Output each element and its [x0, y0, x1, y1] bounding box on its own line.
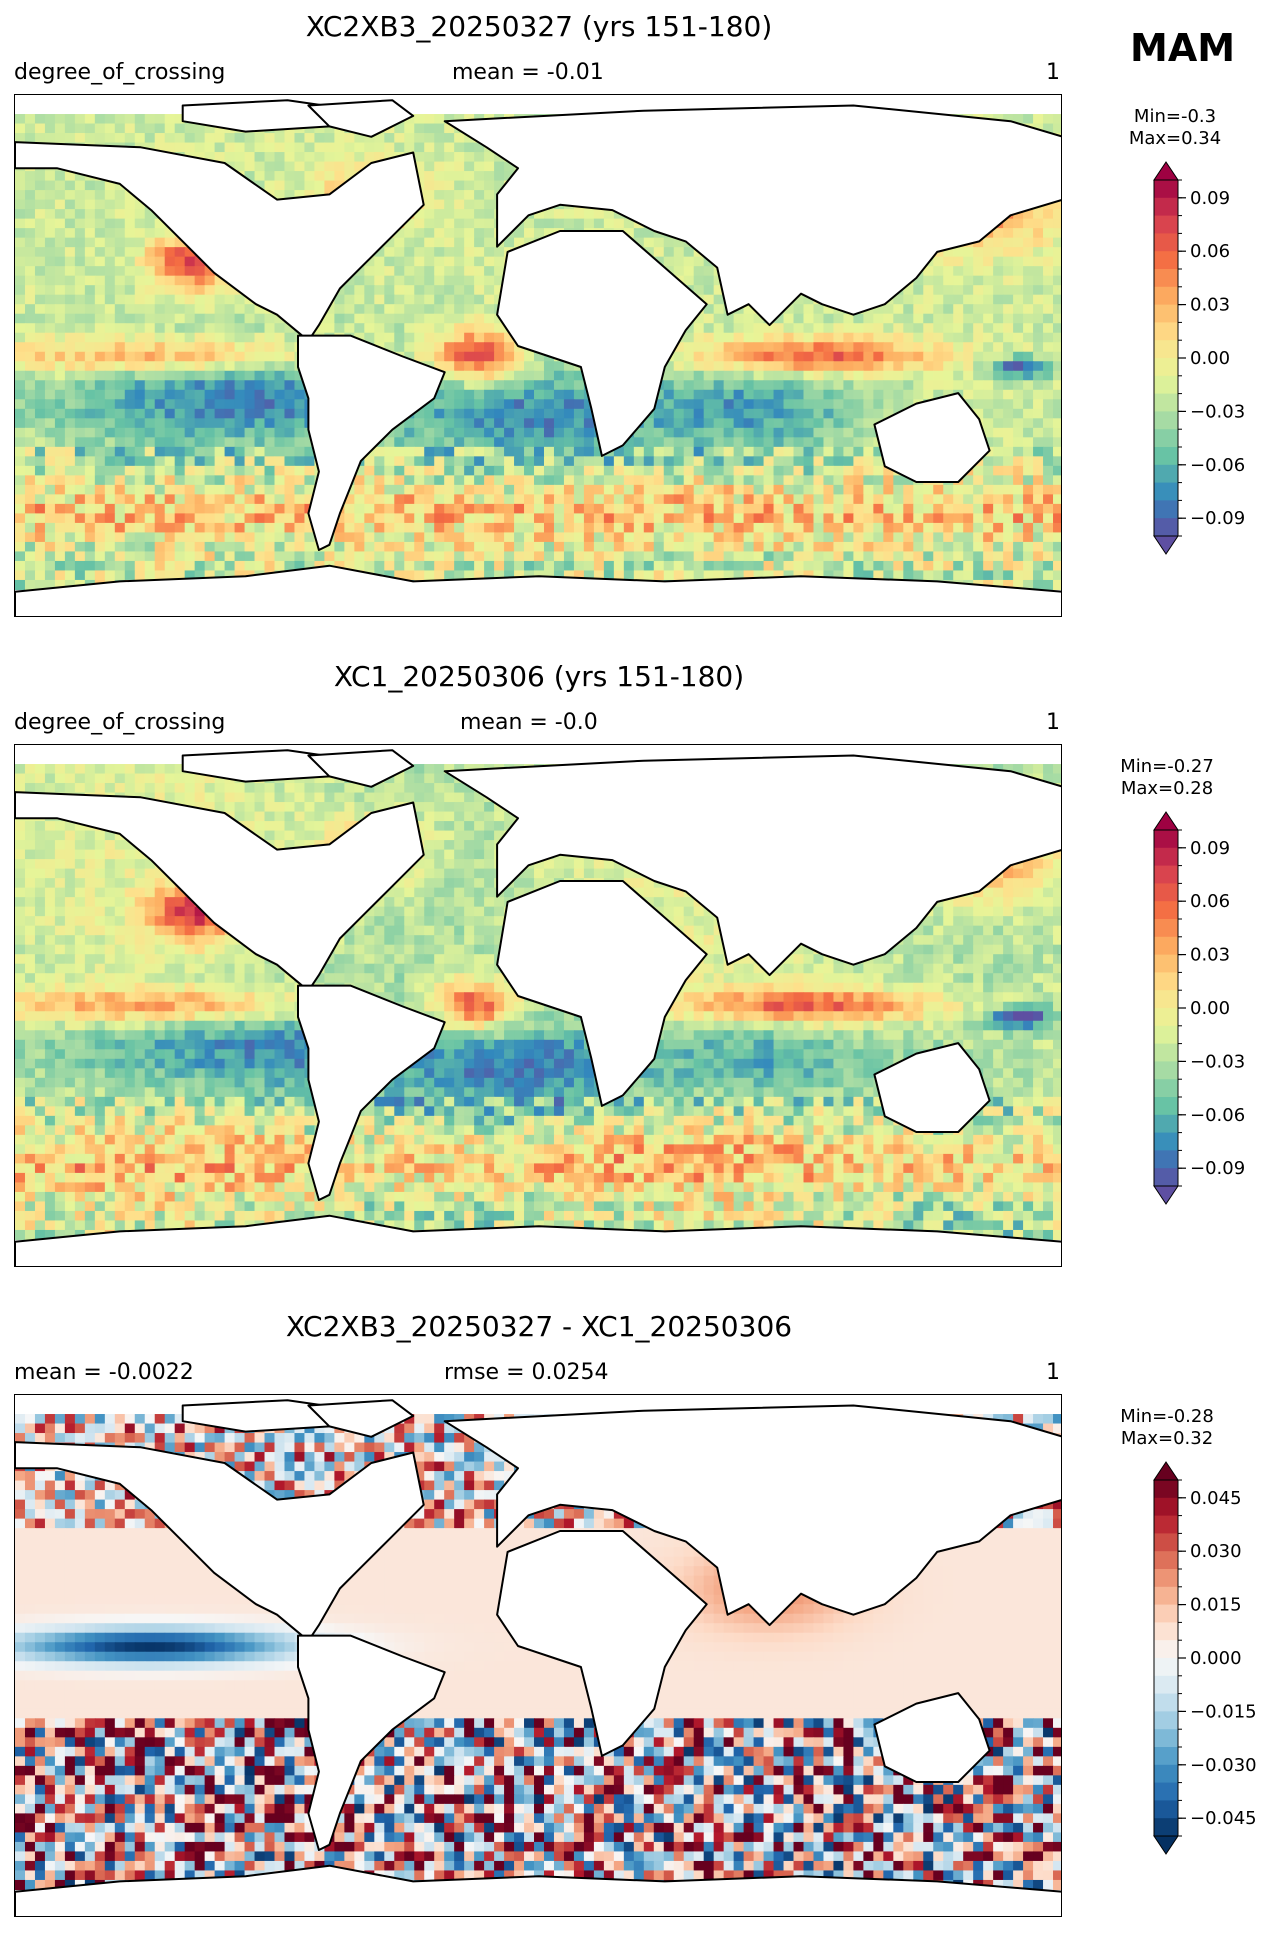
colorbar-tick-label: −0.09: [1190, 1158, 1245, 1179]
colorbar-tick-label: 0.03: [1190, 945, 1230, 966]
colorbar-tick-label: 0.00: [1190, 998, 1230, 1019]
colorbar-tick-label: 0.045: [1190, 1488, 1242, 1509]
season-label: MAM: [1130, 26, 1236, 70]
panel-2-right-label: 1: [1046, 710, 1060, 735]
panel-1-mean-label: mean = -0.01: [452, 60, 604, 85]
panel-3-rmse-label: rmse = 0.0254: [444, 1360, 609, 1385]
panel-2-mean-label: mean = -0.0: [460, 710, 598, 735]
colorbar-tick-label: 0.06: [1190, 891, 1230, 912]
panel-2-title: XC1_20250306 (yrs 151-180): [333, 660, 745, 693]
panel-2-min-max: Min=-0.27 Max=0.28: [1102, 756, 1232, 800]
colorbar-tick-label: 0.09: [1190, 838, 1230, 859]
colorbar-tick-label: −0.06: [1190, 455, 1245, 476]
panel-1-right-label: 1: [1046, 60, 1060, 85]
panel-2-variable-label: degree_of_crossing: [14, 710, 226, 735]
colorbar-tick-label: 0.00: [1190, 348, 1230, 369]
panel-2-map: [14, 744, 1062, 1267]
coastlines: [15, 99, 1061, 616]
panel-2-max: Max=0.28: [1120, 778, 1214, 799]
colorbar-tick-label: 0.03: [1190, 295, 1230, 316]
panel-1-title: XC2XB3_20250327 (yrs 151-180): [305, 10, 773, 43]
panel-3-title: XC2XB3_20250327 - XC1_20250306: [285, 1310, 793, 1343]
colorbar-tick-label: −0.015: [1190, 1701, 1257, 1722]
panel-1-map: [14, 94, 1062, 617]
colorbar-tick-label: −0.045: [1190, 1808, 1257, 1829]
colorbar-tick-label: −0.03: [1190, 1051, 1245, 1072]
panel-2-min: Min=-0.27: [1120, 756, 1214, 777]
coastlines: [15, 1399, 1061, 1916]
panel-3-mean-label: mean = -0.0022: [14, 1360, 194, 1385]
coastlines: [15, 749, 1061, 1266]
panel-1-variable-label: degree_of_crossing: [14, 60, 226, 85]
panel-1-max: Max=0.34: [1128, 128, 1222, 149]
panel-3-colorbar: 0.045 0.030 0.015 0.000 −0.015 −0.030 −0.045: [1150, 1458, 1280, 1862]
panel-3-map: [14, 1394, 1062, 1917]
panel-1-min-max: Min=-0.3 Max=0.34: [1110, 106, 1240, 150]
panel-3-max: Max=0.32: [1120, 1428, 1214, 1449]
colorbar-tick-label: 0.06: [1190, 241, 1230, 262]
colorbar-tick-label: 0.030: [1190, 1541, 1242, 1562]
panel-3-field: [15, 1399, 1061, 1916]
colorbar-tick-label: −0.03: [1190, 401, 1245, 422]
colorbar-tick-label: 0.015: [1190, 1595, 1242, 1616]
colorbar-tick-label: −0.06: [1190, 1105, 1245, 1126]
panel-1-colorbar: 0.09 0.06 0.03 0.00 −0.03 −0.06 −0.09: [1150, 158, 1280, 562]
panel-1-min: Min=-0.3: [1133, 106, 1217, 127]
panel-2-field: [15, 749, 1061, 1266]
panel-1-field: [15, 99, 1061, 616]
colorbar-tick-label: −0.030: [1190, 1755, 1257, 1776]
colorbar-tick-label: 0.000: [1190, 1648, 1242, 1669]
colorbar-tick-label: 0.09: [1190, 188, 1230, 209]
colorbar-tick-label: −0.09: [1190, 508, 1245, 529]
panel-3-min: Min=-0.28: [1120, 1406, 1214, 1427]
panel-3-min-max: Min=-0.28 Max=0.32: [1102, 1406, 1232, 1450]
panel-3-right-label: 1: [1046, 1360, 1060, 1385]
panel-2-colorbar: 0.09 0.06 0.03 0.00 −0.03 −0.06 −0.09: [1150, 808, 1280, 1212]
